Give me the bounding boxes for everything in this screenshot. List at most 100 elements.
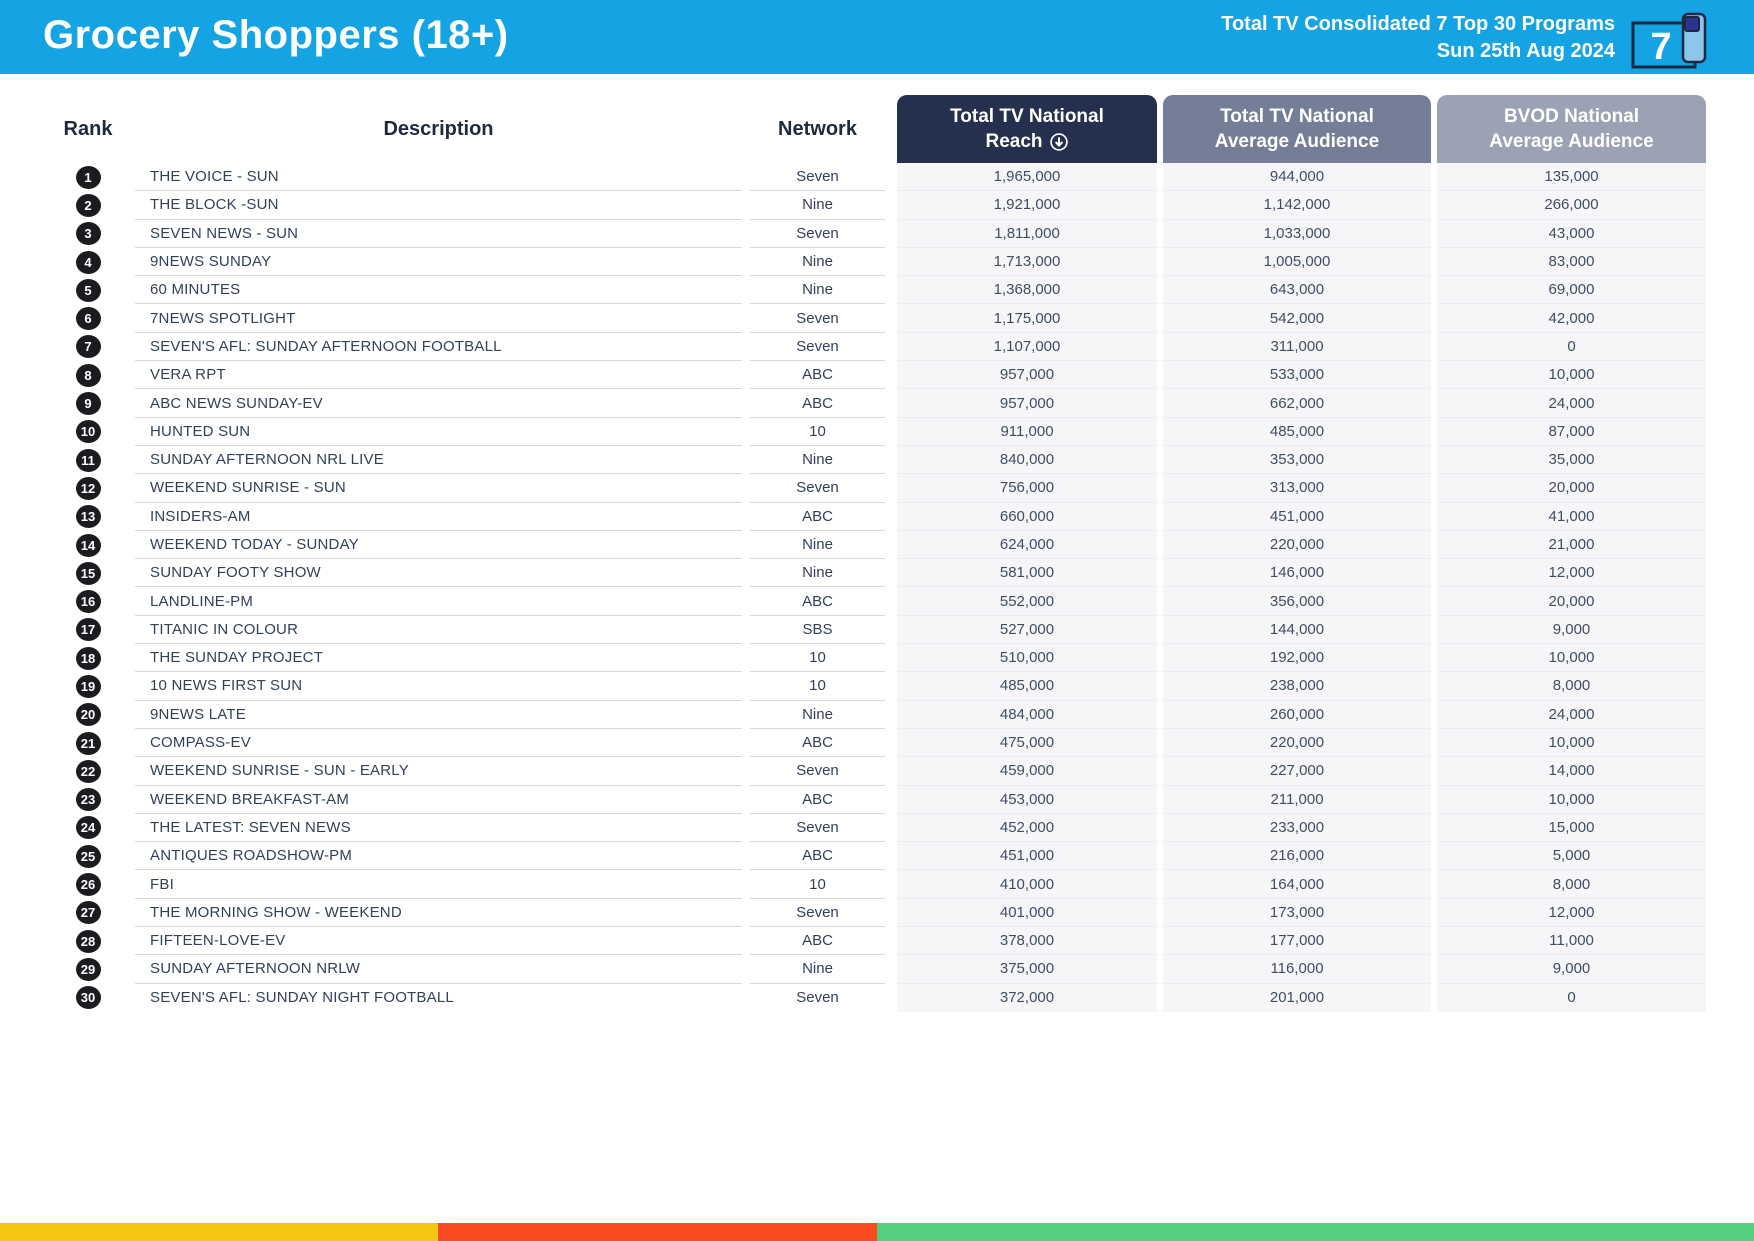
bvod-value: 15,000 [1437, 813, 1706, 843]
network-cell: SBS [750, 616, 885, 645]
network-cell: Seven [750, 220, 885, 248]
bvod-value: 42,000 [1437, 304, 1706, 333]
bvod-value: 43,000 [1437, 219, 1706, 248]
rank-cell: 4 [60, 248, 116, 276]
rank-badge: 15 [75, 561, 101, 585]
avg-audience-value: 177,000 [1163, 927, 1431, 956]
reach-value: 1,965,000 [897, 163, 1157, 192]
reach-value: 378,000 [897, 927, 1157, 956]
program-description: THE SUNDAY PROJECT [135, 644, 742, 673]
table-row: 30 SEVEN'S AFL: SUNDAY NIGHT FOOTBALL Se… [0, 983, 1754, 1012]
program-description: FBI [135, 870, 742, 899]
column-header-network: Network [778, 117, 857, 140]
reach-value: 459,000 [897, 757, 1157, 786]
avg-audience-value: 220,000 [1163, 728, 1431, 758]
rank-badge: 25 [75, 844, 101, 868]
program-description: TITANIC IN COLOUR [135, 616, 742, 645]
table-body: 1 THE VOICE - SUN Seven 1,965,000 944,00… [0, 163, 1754, 1012]
bvod-value: 41,000 [1437, 502, 1706, 531]
reach-value: 453,000 [897, 785, 1157, 814]
avg-audience-value: 356,000 [1163, 587, 1431, 616]
footer-bar-green-segment [877, 1223, 1754, 1241]
rank-badge: 27 [75, 901, 101, 925]
network-cell: Seven [750, 814, 885, 843]
program-description: SUNDAY FOOTY SHOW [135, 559, 742, 588]
rank-cell: 9 [60, 389, 116, 417]
table-row: 20 9NEWS LATE Nine 484,000 260,000 24,00… [0, 700, 1754, 729]
reach-value: 552,000 [897, 587, 1157, 616]
bvod-value: 20,000 [1437, 587, 1706, 616]
avg-audience-value: 313,000 [1163, 474, 1431, 503]
rank-badge: 9 [75, 392, 101, 416]
avg-audience-value: 201,000 [1163, 983, 1431, 1012]
reach-value: 957,000 [897, 361, 1157, 390]
program-description: SEVEN NEWS - SUN [135, 220, 742, 248]
avg-audience-value: 533,000 [1163, 361, 1431, 390]
table-row: 4 9NEWS SUNDAY Nine 1,713,000 1,005,000 … [0, 247, 1754, 277]
column-header-total-tv-average-audience[interactable]: Total TV National Average Audience [1163, 95, 1431, 163]
rank-cell: 28 [60, 927, 116, 955]
rank-cell: 15 [60, 559, 116, 587]
rank-cell: 14 [60, 531, 116, 559]
program-description: 9NEWS LATE [135, 701, 742, 729]
program-description: THE MORNING SHOW - WEEKEND [135, 899, 742, 928]
bvod-header-line2: Average Audience [1489, 131, 1654, 152]
reach-value: 1,107,000 [897, 332, 1157, 362]
network-cell: Nine [750, 446, 885, 475]
network-cell: Seven [796, 989, 839, 1007]
rank-cell: 11 [60, 446, 116, 474]
rank-cell: 25 [60, 842, 116, 870]
avg-audience-value: 1,142,000 [1163, 191, 1431, 220]
network-cell: ABC [750, 927, 885, 956]
bvod-value: 12,000 [1437, 559, 1706, 588]
rank-cell: 12 [60, 474, 116, 502]
program-description: SUNDAY AFTERNOON NRLW [135, 955, 742, 984]
bvod-value: 87,000 [1437, 417, 1706, 446]
rank-badge: 16 [75, 590, 101, 614]
reach-value: 840,000 [897, 445, 1157, 475]
rank-badge: 18 [75, 646, 101, 670]
rank-cell: 16 [60, 587, 116, 615]
avg-audience-value: 353,000 [1163, 445, 1431, 475]
column-header-rank: Rank [63, 117, 113, 140]
table-row: 23 WEEKEND BREAKFAST-AM ABC 453,000 211,… [0, 785, 1754, 814]
reach-value: 372,000 [897, 983, 1157, 1012]
rank-badge: 20 [75, 703, 101, 727]
program-description: 10 NEWS FIRST SUN [135, 672, 742, 701]
program-description: THE VOICE - SUN [135, 163, 742, 192]
rank-cell: 17 [60, 616, 116, 644]
bvod-value: 69,000 [1437, 276, 1706, 305]
rank-cell: 13 [60, 503, 116, 531]
network-cell: Seven [750, 757, 885, 786]
reach-value: 485,000 [897, 672, 1157, 701]
reach-value: 756,000 [897, 474, 1157, 503]
rank-cell: 24 [60, 814, 116, 842]
table-row: 24 THE LATEST: SEVEN NEWS Seven 452,000 … [0, 813, 1754, 843]
column-header-bvod-average-audience[interactable]: BVOD National Average Audience [1437, 95, 1706, 163]
rank-cell: 3 [60, 220, 116, 248]
rank-badge: 24 [75, 816, 101, 840]
program-description: COMPASS-EV [135, 729, 742, 758]
bvod-value: 35,000 [1437, 445, 1706, 475]
bvod-value: 21,000 [1437, 530, 1706, 560]
reach-value: 475,000 [897, 728, 1157, 758]
program-description: FIFTEEN-LOVE-EV [135, 927, 742, 956]
bvod-value: 0 [1437, 983, 1706, 1012]
network-cell: Seven [750, 333, 885, 362]
avg-audience-value: 1,005,000 [1163, 247, 1431, 277]
rank-badge: 17 [75, 618, 101, 642]
table-row: 5 60 MINUTES Nine 1,368,000 643,000 69,0… [0, 276, 1754, 305]
network-cell: ABC [750, 503, 885, 531]
sort-descending-icon[interactable] [1049, 132, 1069, 152]
bvod-value: 8,000 [1437, 870, 1706, 899]
network-cell: ABC [750, 729, 885, 758]
table-row: 22 WEEKEND SUNRISE - SUN - EARLY Seven 4… [0, 757, 1754, 786]
avg-audience-value: 227,000 [1163, 757, 1431, 786]
bvod-header-line1: BVOD National [1503, 106, 1640, 127]
rank-badge: 2 [75, 193, 101, 217]
reach-value: 1,368,000 [897, 276, 1157, 305]
avg-audience-value: 146,000 [1163, 559, 1431, 588]
column-header-total-tv-reach[interactable]: Total TV National Reach [897, 95, 1157, 163]
avg-audience-value: 451,000 [1163, 502, 1431, 531]
table-row: 17 TITANIC IN COLOUR SBS 527,000 144,000… [0, 615, 1754, 645]
